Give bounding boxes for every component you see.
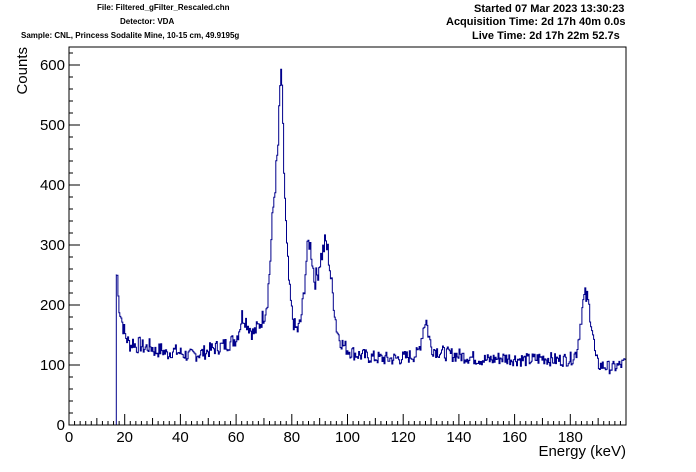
y-tick-label: 100 bbox=[40, 357, 65, 374]
x-tick-label: 100 bbox=[335, 429, 360, 446]
spectrum-series-line bbox=[115, 68, 627, 425]
x-tick-label: 120 bbox=[391, 429, 416, 446]
x-tick-label: 180 bbox=[558, 429, 583, 446]
x-tick-label: 0 bbox=[65, 429, 73, 446]
x-tick-label: 160 bbox=[502, 429, 527, 446]
x-tick-label: 140 bbox=[446, 429, 471, 446]
axes-group: 0 20 40 60 80 100 120 140 160 180 0 100 200 300 400 500… bbox=[40, 52, 621, 446]
y-tick-label: 200 bbox=[40, 297, 65, 314]
x-axis-title: Energy (keV) bbox=[538, 443, 626, 460]
detector-label: Detector: VDA bbox=[120, 17, 175, 26]
x-tick-label: 20 bbox=[116, 429, 133, 446]
plot-frame bbox=[68, 46, 627, 426]
started-label: Started 07 Mar 2023 13:30:23 bbox=[474, 3, 625, 15]
y-tick-label: 0 bbox=[57, 417, 65, 434]
x-tick-label: 40 bbox=[172, 429, 189, 446]
y-tick-label: 600 bbox=[40, 57, 65, 74]
x-tick-label: 80 bbox=[283, 429, 300, 446]
y-tick-label: 300 bbox=[40, 237, 65, 254]
acquisition-time-label: Acquisition Time: 2d 17h 40m 0.0s bbox=[446, 16, 626, 28]
y-tick-label: 500 bbox=[40, 117, 65, 134]
live-time-label: Live Time: 2d 17h 22m 52.7s bbox=[472, 30, 620, 42]
sample-label: Sample: CNL, Princess Sodalite Mine, 10-… bbox=[21, 31, 240, 40]
file-label: File: Filtered_gFilter_Rescaled.chn bbox=[97, 3, 230, 12]
x-tick-label: 60 bbox=[228, 429, 245, 446]
y-tick-label: 400 bbox=[40, 177, 65, 194]
y-axis-title: Counts bbox=[14, 47, 31, 95]
